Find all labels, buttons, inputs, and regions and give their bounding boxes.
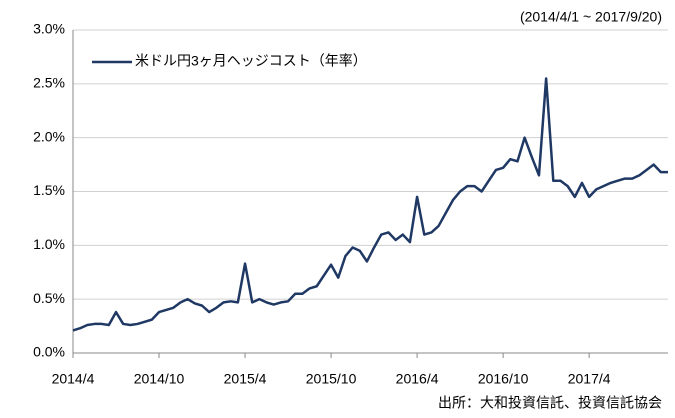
legend-label: 米ドル円3ヶ月ヘッジコスト（年率） xyxy=(135,53,367,69)
x-tick-label: 2016/10 xyxy=(478,371,529,387)
x-tick-label: 2017/4 xyxy=(568,371,611,387)
y-tick-label: 0.5% xyxy=(33,290,65,306)
y-tick-label: 2.0% xyxy=(33,128,65,144)
source-note: 出所：大和投資信託、投資信託協会 xyxy=(438,395,662,411)
x-tick-label: 2016/4 xyxy=(396,371,439,387)
y-tick-label: 1.5% xyxy=(33,182,65,198)
y-tick-label: 1.0% xyxy=(33,236,65,252)
series-line xyxy=(72,77,668,332)
x-tick-label: 2014/4 xyxy=(52,371,95,387)
y-tick-label: 2.5% xyxy=(33,75,65,91)
y-tick-label: 0.0% xyxy=(33,344,65,360)
x-tick-label: 2015/10 xyxy=(306,371,357,387)
x-tick-label: 2014/10 xyxy=(134,371,185,387)
x-tick-label: 2015/4 xyxy=(224,371,267,387)
y-tick-label: 3.0% xyxy=(33,21,65,37)
date-range: (2014/4/1 ~ 2017/9/20) xyxy=(520,9,662,25)
